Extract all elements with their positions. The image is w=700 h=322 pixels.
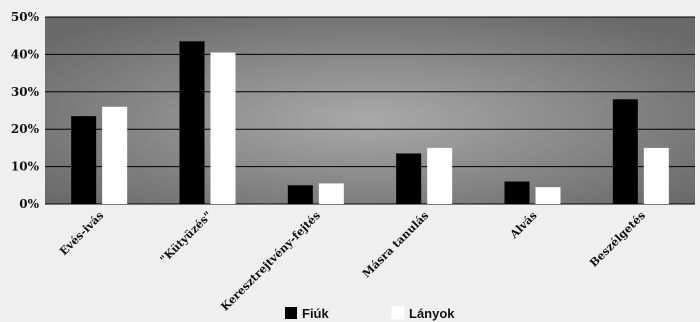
y-tick-label: 0% — [19, 197, 39, 211]
x-category-label: Keresztrejtvény-fejtés — [218, 209, 323, 314]
x-axis-labels: Evés-ivás "Kütyüzés" Keresztrejtvény-fejté… — [57, 209, 648, 314]
bar-lanyok — [318, 183, 344, 204]
bar-lanyok — [535, 187, 561, 204]
x-category-label: Beszélgetés — [587, 209, 648, 270]
x-category-label: Másra tanulás — [360, 209, 431, 280]
bars — [71, 41, 669, 205]
x-category-label: Evés-ivás — [57, 209, 106, 258]
bar-fiuk — [396, 153, 422, 204]
bar-fiuk — [612, 99, 638, 204]
y-tick-label: 20% — [11, 122, 40, 136]
gridlines — [45, 16, 695, 205]
legend-swatch — [391, 306, 405, 320]
y-tick-label: 50% — [11, 10, 40, 24]
legend-label: Fiúk — [302, 306, 329, 321]
y-tick-label: 40% — [11, 47, 40, 61]
y-tick-label: 30% — [11, 85, 40, 99]
legend: Fiúk Lányok — [285, 306, 455, 321]
x-category-label: "Kütyüzés" — [158, 209, 215, 266]
x-category-label: Alvás — [507, 209, 540, 242]
y-tick-label: 10% — [11, 160, 40, 174]
bar-lanyok — [643, 147, 669, 204]
bar-fiuk — [71, 116, 97, 204]
bar-lanyok — [210, 52, 236, 204]
bar-fiuk — [287, 185, 313, 204]
bar-lanyok — [427, 147, 453, 204]
bar-lanyok — [102, 106, 128, 204]
bar-fiuk — [504, 181, 530, 204]
plot-area — [45, 17, 695, 204]
legend-label: Lányok — [409, 306, 455, 321]
legend-swatch — [285, 307, 297, 319]
y-axis-ticks: 0% 10% 20% 30% 40% 50% — [11, 10, 40, 211]
bar-fiuk — [179, 41, 205, 205]
